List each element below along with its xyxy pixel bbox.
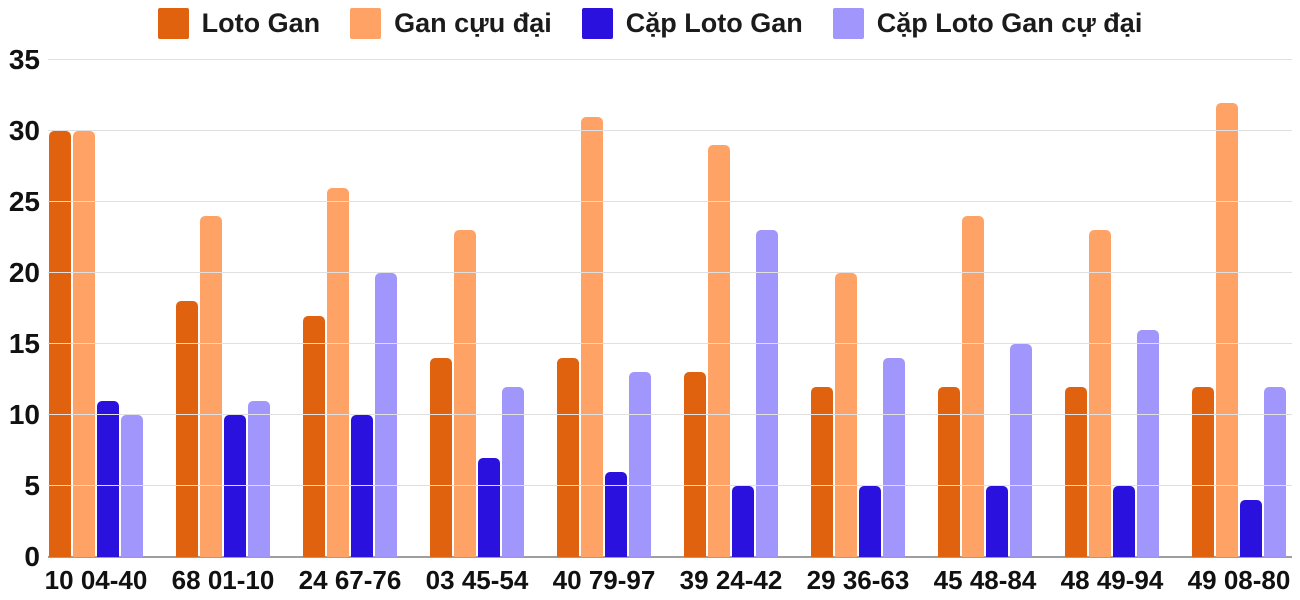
bar-45-48-84-series-1 — [938, 386, 960, 557]
bar-24-67-76-series-1 — [303, 315, 325, 557]
bar-45-48-84-series-3 — [986, 486, 1008, 557]
legend-swatch-icon — [581, 8, 613, 39]
y-axis-tick-label-20: 20 — [8, 257, 40, 288]
bar-49-08-80-series-2 — [1216, 102, 1238, 557]
bar-49-08-80-series-1 — [1192, 386, 1214, 557]
y-axis-tick-label-35: 35 — [8, 44, 40, 75]
bar-group-4: 03 45-54 — [426, 60, 528, 595]
bar-29-36-63-series-4 — [883, 358, 905, 557]
bar-45-48-84-series-2 — [962, 216, 984, 557]
bar-48-49-94-series-4 — [1137, 329, 1159, 557]
bar-39-24-42-series-4 — [756, 230, 778, 557]
legend-item-1[interactable]: Loto Gan — [157, 8, 321, 39]
bar-group-5: 40 79-97 — [553, 60, 655, 595]
x-axis-tick-label: 03 45-54 — [425, 565, 529, 595]
legend-label: Loto Gan — [201, 8, 321, 38]
x-axis-tick-label: 68 01-10 — [171, 565, 275, 595]
bar-39-24-42-series-3 — [732, 486, 754, 557]
bar-group-3: 24 67-76 — [299, 60, 401, 595]
bar-49-08-80-series-4 — [1264, 386, 1286, 557]
legend-item-2[interactable]: Gan cựu đại — [350, 8, 552, 39]
gridline-35 — [48, 59, 1292, 60]
y-axis-tick-label-0: 0 — [24, 541, 40, 572]
y-axis-tick-label-5: 5 — [24, 470, 40, 501]
bar-48-49-94-series-2 — [1089, 230, 1111, 557]
bar-40-79-97-series-3 — [605, 471, 627, 557]
bar-24-67-76-series-3 — [351, 415, 373, 557]
bar-68-01-10-series-4 — [248, 400, 270, 557]
x-axis-tick-label: 29 36-63 — [806, 565, 910, 595]
bar-10-04-40-series-3 — [97, 400, 119, 557]
legend-label: Gan cựu đại — [394, 8, 552, 38]
bar-68-01-10-series-2 — [200, 216, 222, 557]
legend-label: Cặp Loto Gan — [625, 8, 803, 38]
bar-48-49-94-series-1 — [1065, 386, 1087, 557]
bar-68-01-10-series-1 — [176, 301, 198, 557]
gridline-15 — [48, 343, 1292, 344]
bar-group-2: 68 01-10 — [172, 60, 274, 595]
bar-groups: 10 04-40 68 01-10 24 67-76 03 45-54 40 79-97… — [45, 60, 1292, 595]
bar-24-67-76-series-4 — [375, 273, 397, 557]
y-axis-tick-label-25: 25 — [8, 186, 40, 217]
gridline-10 — [48, 414, 1292, 415]
x-axis-line — [48, 556, 1292, 558]
bar-03-45-54-series-3 — [478, 457, 500, 557]
y-axis-tick-label-30: 30 — [8, 115, 40, 146]
bar-45-48-84-series-4 — [1010, 344, 1032, 557]
bar-68-01-10-series-3 — [224, 415, 246, 557]
x-axis-tick-label: 45 48-84 — [933, 565, 1037, 595]
bar-group-8: 45 48-84 — [934, 60, 1036, 595]
x-axis-tick-label: 48 49-94 — [1060, 565, 1164, 595]
bar-40-79-97-series-1 — [557, 358, 579, 557]
gridline-25 — [48, 201, 1292, 202]
x-axis-tick-label: 24 67-76 — [298, 565, 402, 595]
legend-label: Cặp Loto Gan cự đại — [876, 8, 1143, 38]
legend-item-4[interactable]: Cặp Loto Gan cự đại — [832, 8, 1143, 39]
bar-group-6: 39 24-42 — [680, 60, 782, 595]
y-axis-tick-label-15: 15 — [8, 328, 40, 359]
bar-39-24-42-series-2 — [708, 145, 730, 557]
legend-swatch-icon — [350, 8, 382, 39]
bar-03-45-54-series-4 — [502, 386, 524, 557]
x-axis-tick-label: 49 08-80 — [1187, 565, 1291, 595]
bar-40-79-97-series-4 — [629, 372, 651, 557]
gridline-5 — [48, 485, 1292, 486]
bar-49-08-80-series-3 — [1240, 500, 1262, 557]
gridline-30 — [48, 130, 1292, 131]
x-axis-tick-label: 10 04-40 — [44, 565, 148, 595]
bar-24-67-76-series-2 — [327, 187, 349, 557]
bar-29-36-63-series-3 — [859, 486, 881, 557]
bar-10-04-40-series-1 — [49, 131, 71, 557]
legend-item-3[interactable]: Cặp Loto Gan — [581, 8, 803, 39]
y-axis-tick-label-10: 10 — [8, 399, 40, 430]
x-axis-tick-label: 39 24-42 — [679, 565, 783, 595]
chart-legend: Loto Gan Gan cựu đại Cặp Loto Gan Cặp Loto … — [0, 8, 1300, 39]
legend-swatch-icon — [832, 8, 864, 39]
bar-03-45-54-series-1 — [430, 358, 452, 557]
bar-10-04-40-series-4 — [121, 415, 143, 557]
plot-area: 10 04-40 68 01-10 24 67-76 03 45-54 40 79-97… — [9, 46, 1292, 595]
legend-swatch-icon — [157, 8, 189, 39]
bar-48-49-94-series-3 — [1113, 486, 1135, 557]
bar-group-9: 48 49-94 — [1061, 60, 1163, 595]
bar-29-36-63-series-2 — [835, 273, 857, 557]
bar-group-7: 29 36-63 — [807, 60, 909, 595]
bar-39-24-42-series-1 — [684, 372, 706, 557]
bar-03-45-54-series-2 — [454, 230, 476, 557]
gridline-20 — [48, 272, 1292, 273]
x-axis-tick-label: 40 79-97 — [552, 565, 656, 595]
bar-group-1: 10 04-40 — [45, 60, 147, 595]
bar-10-04-40-series-2 — [73, 131, 95, 557]
bar-group-10: 49 08-80 — [1188, 60, 1290, 595]
bar-29-36-63-series-1 — [811, 386, 833, 557]
bar-40-79-97-series-2 — [581, 116, 603, 557]
